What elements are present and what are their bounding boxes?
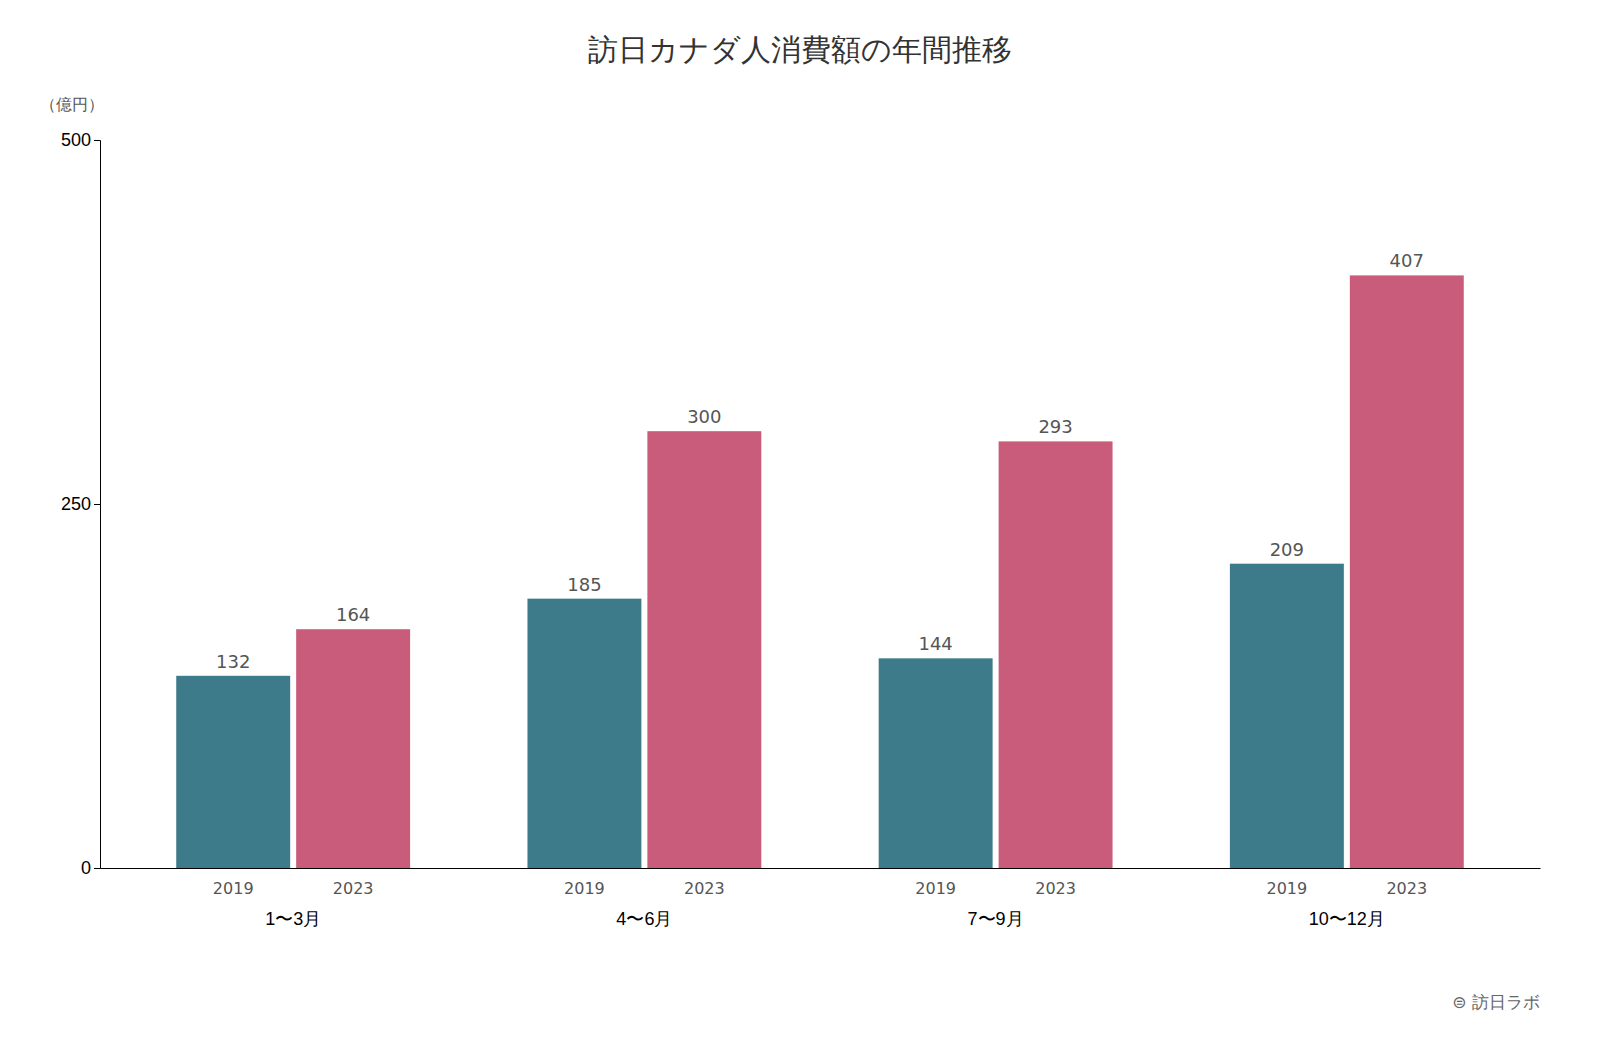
y-tick: 0 (81, 858, 100, 878)
bar (296, 629, 410, 868)
x-tick-label: 7〜9月 (968, 909, 1024, 929)
series-label: 2023 (1035, 879, 1076, 898)
data-label: 209 (1270, 539, 1304, 560)
x-tick: 10〜12月 (1309, 909, 1385, 929)
annotation: ⊜ 訪日ラボ (1452, 992, 1540, 1012)
data-label: 407 (1390, 250, 1424, 271)
bars (176, 275, 1464, 868)
y-tick-label: 500 (61, 130, 91, 150)
x-tick-label: 1〜3月 (265, 909, 321, 929)
y-axis-line (94, 141, 101, 869)
series-labels: 2019 2019 2019 2019 2023 2023 2023 2023 (213, 879, 1427, 898)
data-label: 144 (918, 633, 952, 654)
y-axis: 0 250 500 (61, 130, 101, 878)
x-tick: 7〜9月 (968, 909, 1024, 929)
y-tick-mark (94, 504, 100, 505)
bar (527, 599, 641, 868)
bar (1230, 564, 1344, 868)
series-label: 2023 (684, 879, 725, 898)
bar (176, 676, 290, 868)
y-tick: 500 (61, 130, 100, 150)
series-label: 2023 (333, 879, 374, 898)
y-tick-label: 250 (61, 494, 91, 514)
data-label: 185 (567, 574, 601, 595)
data-labels: 132 185 144 209 164 300 293 407 (216, 250, 1424, 671)
bar (1350, 275, 1464, 868)
y-tick: 250 (61, 494, 100, 514)
series-label: 2023 (1386, 879, 1427, 898)
y-tick-mark (94, 140, 100, 141)
bar (999, 441, 1113, 868)
data-label: 164 (336, 604, 370, 625)
x-tick: 4〜6月 (616, 909, 672, 929)
series-label: 2019 (564, 879, 605, 898)
plot: 02505001〜3月4〜6月7〜9月10〜12月201920192019201… (61, 130, 1541, 929)
title: 訪日カナダ人消費額の年間推移 (588, 32, 1012, 67)
x-tick-label: 4〜6月 (616, 909, 672, 929)
chart-container: 02505001〜3月4〜6月7〜9月10〜12月201920192019201… (0, 0, 1600, 1048)
series-label: 2019 (213, 879, 254, 898)
x-axis-line (101, 868, 1541, 869)
bar (879, 658, 993, 868)
data-label: 300 (687, 406, 721, 427)
data-label: 293 (1038, 416, 1072, 437)
y-tick-label: 0 (81, 858, 91, 878)
data-label: 132 (216, 651, 250, 672)
x-tick-label: 10〜12月 (1309, 909, 1385, 929)
y-axis-title: （億円） (40, 95, 104, 114)
bar (647, 431, 761, 868)
series-label: 2019 (915, 879, 956, 898)
chart-svg: 02505001〜3月4〜6月7〜9月10〜12月201920192019201… (0, 0, 1600, 1048)
x-axis: 1〜3月 4〜6月 7〜9月 10〜12月 (101, 869, 1541, 929)
x-tick: 1〜3月 (265, 909, 321, 929)
series-label: 2019 (1267, 879, 1308, 898)
y-tick-mark (94, 868, 100, 869)
